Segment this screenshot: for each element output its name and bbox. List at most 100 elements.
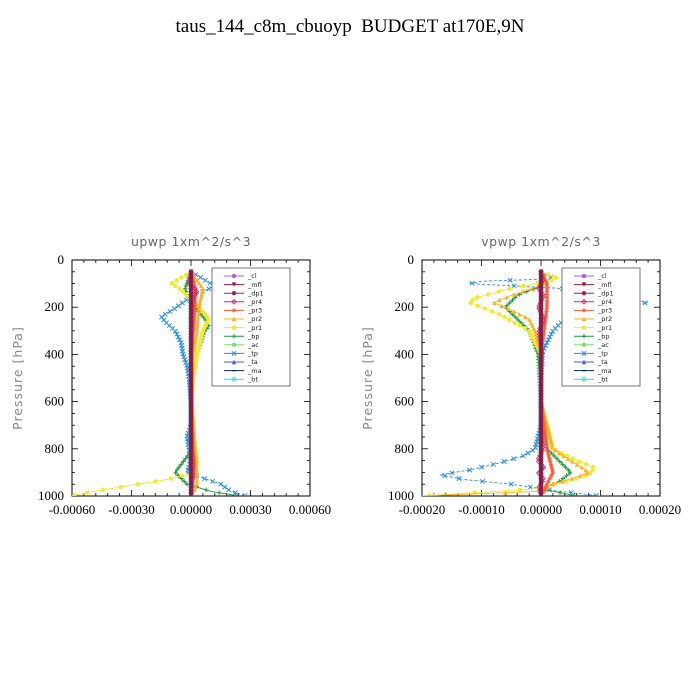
legend-label: _bp <box>597 332 610 340</box>
series-point-tp <box>206 286 212 292</box>
series-point-bp <box>557 490 563 495</box>
series-point-pr1 <box>517 487 523 493</box>
series-point-mfl <box>188 331 194 337</box>
series-point-pr3 <box>546 453 551 459</box>
series-point-pr3 <box>192 306 198 311</box>
legend-label: _pr1 <box>597 324 612 332</box>
series-point-mfl <box>538 425 544 430</box>
legend: _cl_mfl_dp1_pr4_pr3_pr2_pr1_bp_ac_tp_ta_… <box>211 267 291 387</box>
series-point-pr2 <box>195 317 201 323</box>
series-point-mfl <box>188 408 194 413</box>
x-tick-label: -0.00010 <box>458 502 505 517</box>
series-point-mfl <box>188 422 194 427</box>
series-point-mfl <box>538 385 544 391</box>
y-tick-label: 800 <box>395 441 415 456</box>
series-point-pr2 <box>193 450 198 456</box>
series-point-mfl <box>538 357 544 362</box>
series-point-tp <box>511 456 517 462</box>
legend-label: _bt <box>247 375 258 383</box>
series-point-pr3 <box>543 314 548 320</box>
series-point-tp <box>478 464 485 470</box>
series-point-pr1 <box>549 278 554 283</box>
series-point-tp <box>222 484 228 490</box>
legend-marker <box>581 359 587 365</box>
series-point-mfl <box>188 297 194 303</box>
series-point-pr3 <box>547 459 553 464</box>
series-point-mfl <box>538 283 544 289</box>
series-point-mfl <box>538 348 544 354</box>
series-point-pr1 <box>576 459 582 464</box>
series-point-pr2 <box>499 303 504 308</box>
series-point-pr2 <box>198 297 203 303</box>
legend-label: _bt <box>597 375 608 383</box>
series-point-pr3 <box>544 295 550 300</box>
series-point-pr3 <box>542 323 547 328</box>
series-point-pr2 <box>194 476 200 481</box>
series-point-mfl <box>188 459 194 464</box>
series-point-mfl <box>188 470 194 476</box>
series-point-pr3 <box>543 436 548 442</box>
series-point-pr2 <box>195 320 200 325</box>
series-point-tp <box>179 300 185 306</box>
series-point-pr2 <box>511 309 517 314</box>
series-point-mfl <box>538 368 544 374</box>
series-point-bp <box>181 479 187 484</box>
series-point-pr1 <box>180 289 186 294</box>
series-point-pr2 <box>192 445 198 450</box>
legend-label: _pr3 <box>247 307 262 315</box>
series-point-pr3 <box>543 433 548 439</box>
series-point-pr3 <box>548 462 554 467</box>
series-point-mfl <box>188 487 194 493</box>
legend-marker <box>581 342 587 347</box>
legend: _cl_mfl_dp1_pr4_pr3_pr2_pr1_bp_ac_tp_ta_… <box>561 267 641 387</box>
series-point-pr2 <box>195 314 201 320</box>
series-point-mfl <box>188 340 194 345</box>
series-point-mfl <box>188 405 194 410</box>
series-point-mfl <box>188 473 194 478</box>
series-point-mfl <box>538 380 544 385</box>
series-point-mfl <box>188 312 194 317</box>
legend-label: _ac <box>597 341 609 349</box>
series-point-mfl <box>188 493 194 496</box>
series-point-bp <box>179 462 184 467</box>
series-point-mfl <box>188 292 194 297</box>
series-point-mfl <box>188 380 194 385</box>
series-point-pr1 <box>179 275 184 280</box>
series-point-pr3 <box>544 280 549 286</box>
legend-label: _pr3 <box>597 307 612 315</box>
series-point-tp <box>469 280 475 286</box>
legend-label: _bp <box>247 332 260 340</box>
series-point-pr3 <box>545 450 551 456</box>
series-point-mfl <box>538 377 544 382</box>
series-point-pr3 <box>544 306 549 311</box>
plot-panel-2: vpwp 1xm^2/s^3 Pressure [hPa] -0.00020 -0.0… <box>360 234 681 517</box>
series-point-bp <box>183 456 188 461</box>
legend-label: _tp <box>597 350 608 358</box>
series-point-pr2 <box>549 442 555 447</box>
series-point-mfl <box>538 459 544 464</box>
series-point-mfl <box>188 317 194 323</box>
series-point-pr2 <box>578 473 583 478</box>
series-point-mfl <box>538 303 544 308</box>
series-point-tp <box>642 300 648 306</box>
series-point-mfl <box>538 467 544 473</box>
series-point-pr2 <box>517 312 522 317</box>
series-point-pr1 <box>570 456 576 461</box>
series-point-pr1 <box>545 272 551 277</box>
legend-marker <box>581 376 587 383</box>
series-point-mfl <box>538 456 544 461</box>
series-point-bp <box>566 467 571 473</box>
legend-marker <box>231 359 237 365</box>
series-point-pr2 <box>585 470 590 476</box>
series-point-mfl <box>188 337 194 342</box>
series-point-bp <box>216 490 222 495</box>
series-point-pr2 <box>504 295 509 300</box>
series-point-mfl <box>188 388 194 393</box>
series-point-mfl <box>538 334 544 340</box>
series-point-pr1 <box>468 300 473 306</box>
series-point-pr3 <box>544 300 550 306</box>
series-point-bp <box>563 465 568 470</box>
series-point-mfl <box>538 275 544 280</box>
series-point-mfl <box>538 351 544 357</box>
series-point-tp <box>175 303 181 309</box>
